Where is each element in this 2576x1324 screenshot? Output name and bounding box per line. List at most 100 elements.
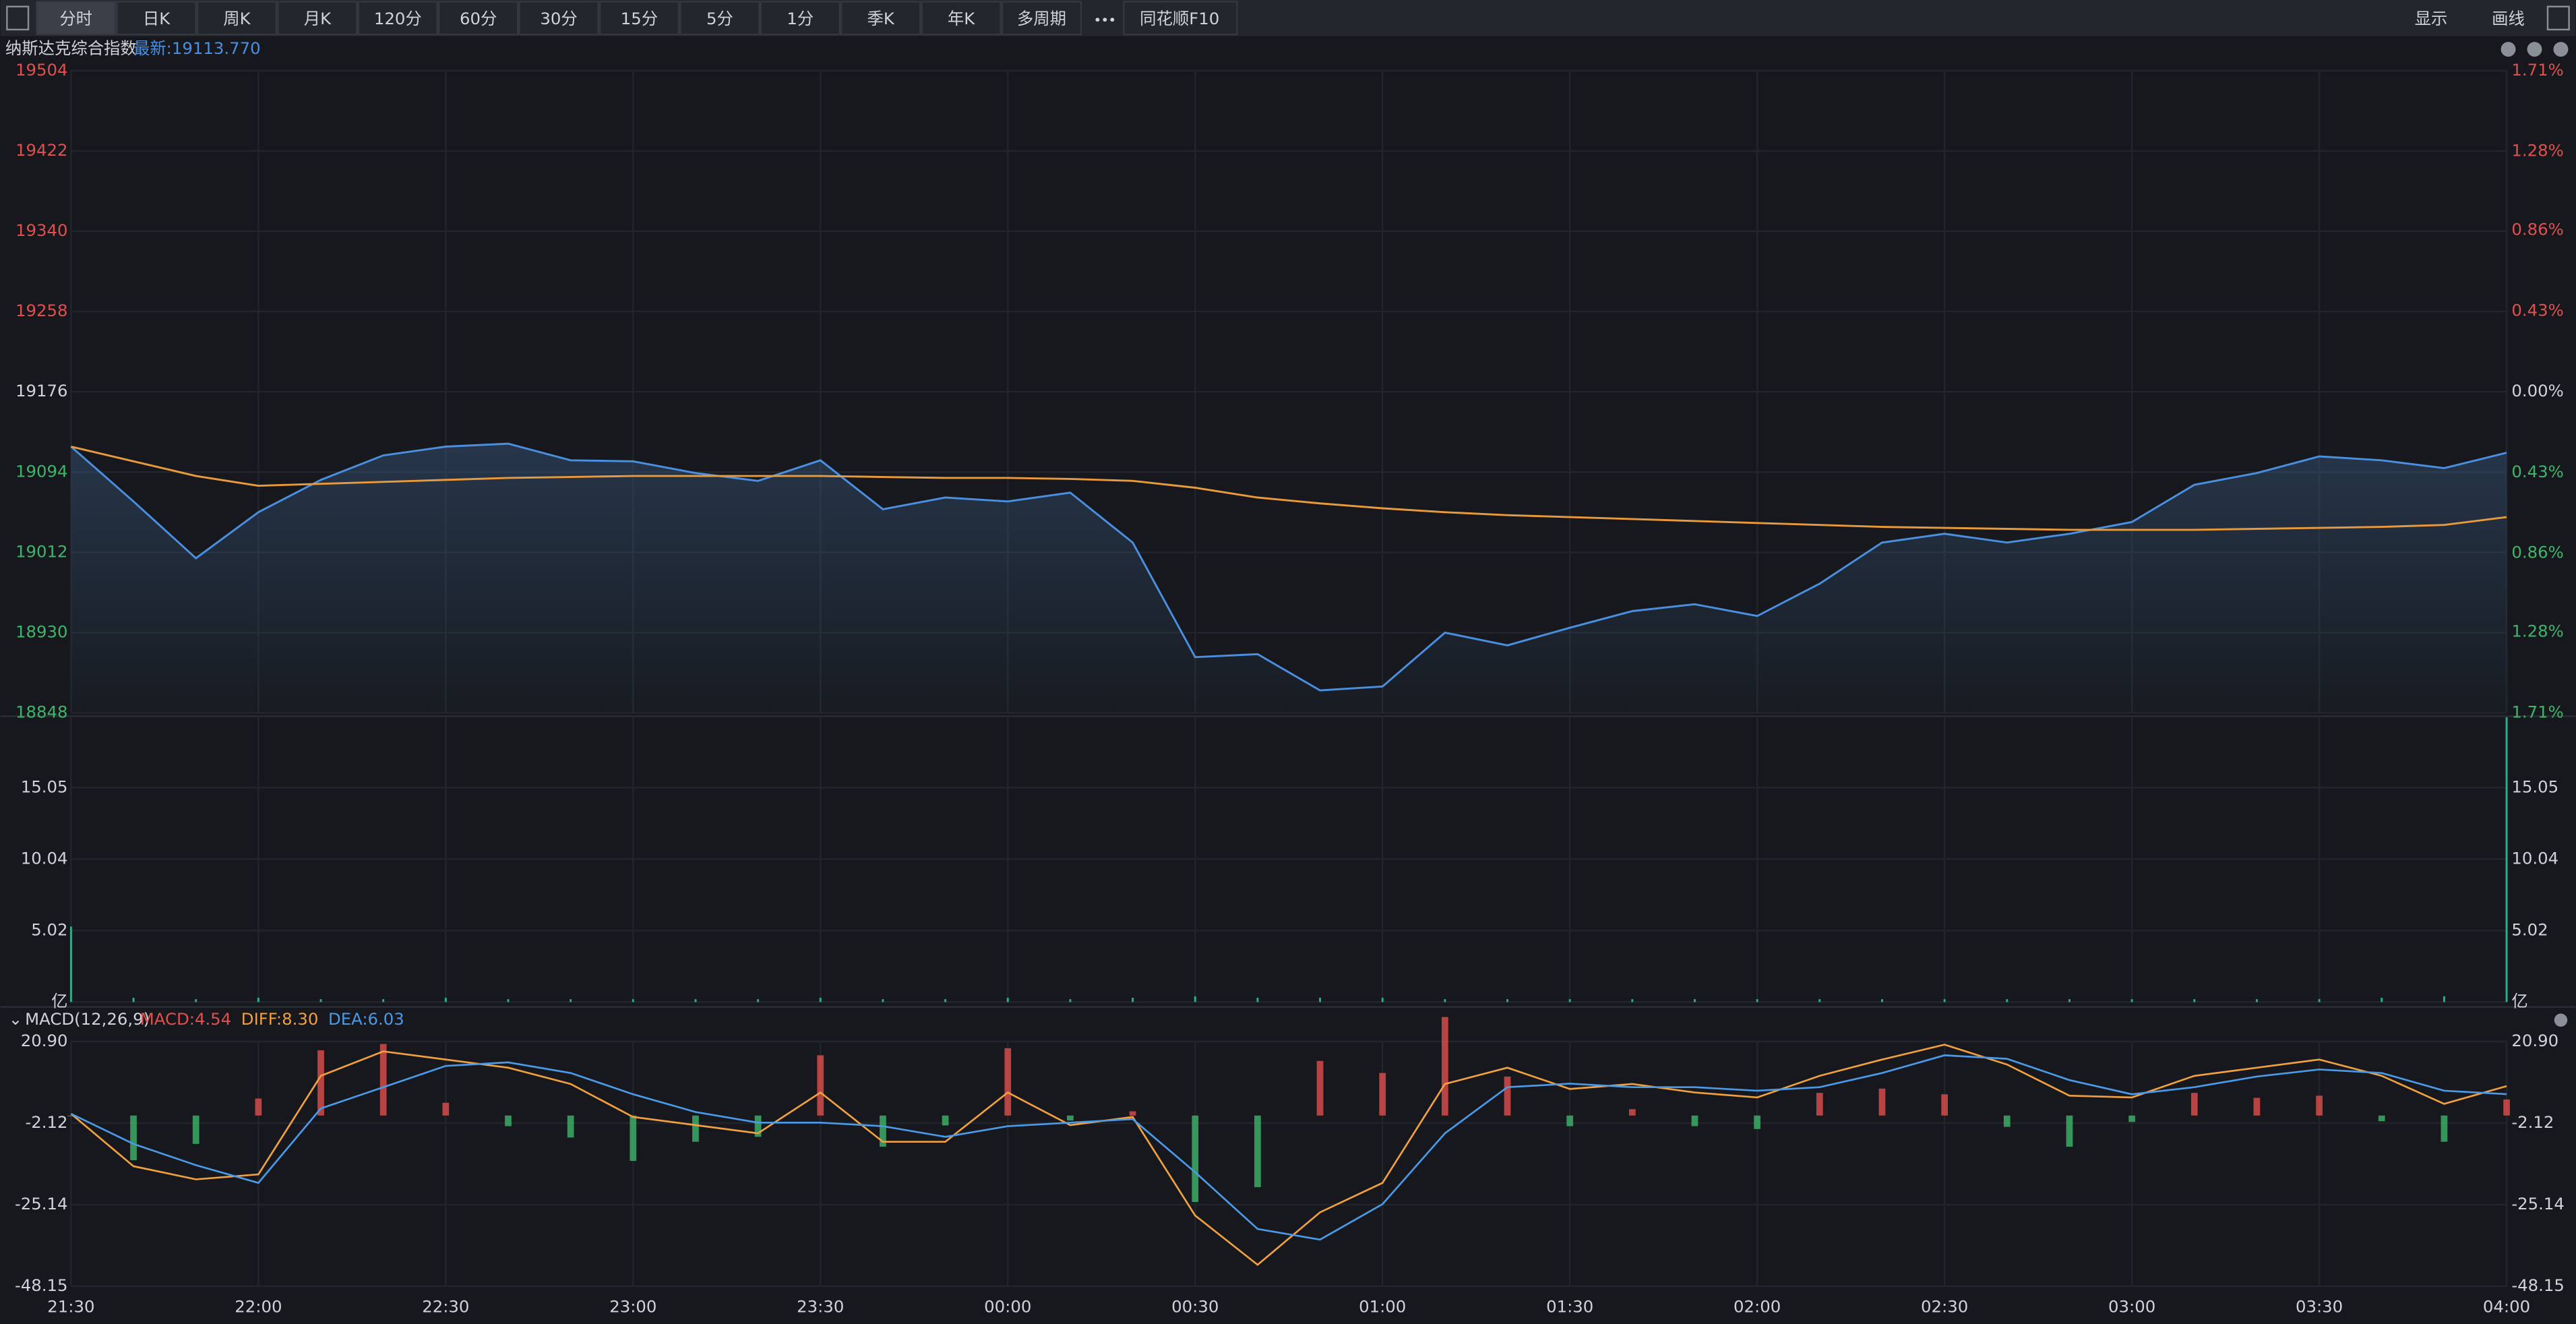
x-tick-label: 03:30 bbox=[2296, 1297, 2343, 1317]
legend-entry: MACD:4.54 bbox=[140, 1009, 231, 1029]
volume-bar bbox=[2381, 998, 2383, 1002]
indicator-title: MACD(12,26,9) bbox=[25, 1009, 150, 1029]
tab[interactable] bbox=[357, 1, 438, 36]
tab[interactable] bbox=[35, 1, 117, 36]
y-tick-label-right: 5.02 bbox=[2511, 920, 2548, 939]
volume-bar bbox=[819, 998, 822, 1002]
display-menu[interactable]: 显示 bbox=[2415, 9, 2448, 28]
macd-bar bbox=[1316, 1060, 1324, 1116]
volume-bar bbox=[2255, 999, 2258, 1002]
macd-bar bbox=[130, 1115, 137, 1161]
tab-label[interactable]: 15分 bbox=[621, 9, 658, 28]
y2-tick-label: 0.43% bbox=[2511, 462, 2563, 481]
y2-tick-label: 1.28% bbox=[2511, 622, 2563, 641]
volume-bar bbox=[1069, 999, 1072, 1002]
y-tick-label-right: 亿 bbox=[2511, 991, 2527, 1011]
tab[interactable] bbox=[1123, 1, 1238, 36]
y2-tick-label: 0.00% bbox=[2511, 381, 2563, 400]
macd-bar bbox=[1192, 1115, 1199, 1203]
macd-bar bbox=[942, 1115, 949, 1126]
tab[interactable] bbox=[277, 1, 358, 36]
tab-label[interactable]: 月K bbox=[304, 9, 332, 28]
x-tick-label: 22:30 bbox=[422, 1297, 469, 1317]
macd-bar bbox=[1379, 1073, 1386, 1116]
tab-label[interactable]: 季K bbox=[867, 9, 895, 28]
macd-bar bbox=[505, 1115, 512, 1126]
volume-bar bbox=[257, 998, 259, 1002]
macd-bar bbox=[1628, 1109, 1636, 1116]
tab-label[interactable]: 分时 bbox=[59, 9, 92, 28]
y2-tick-label: 1.71% bbox=[2511, 702, 2563, 722]
tab[interactable] bbox=[1001, 1, 1082, 36]
y-tick-label: 20.90 bbox=[21, 1031, 68, 1050]
tab-label[interactable]: 同花顺F10 bbox=[1140, 9, 1219, 28]
volume-bar bbox=[2068, 999, 2071, 1002]
macd-bar bbox=[1878, 1088, 1886, 1116]
zoom-controls[interactable] bbox=[2501, 42, 2569, 57]
x-tick-label: 01:30 bbox=[1546, 1297, 1593, 1317]
x-tick-label: 03:00 bbox=[2108, 1297, 2155, 1317]
macd-bar bbox=[379, 1044, 387, 1116]
x-tick-label: 22:00 bbox=[235, 1297, 282, 1317]
tab[interactable] bbox=[921, 1, 1002, 36]
tab-label[interactable]: 周K bbox=[223, 9, 251, 28]
macd-bar bbox=[567, 1115, 574, 1138]
volume-bar bbox=[1444, 999, 1446, 1002]
tab-label[interactable]: 30分 bbox=[540, 9, 577, 28]
macd-bar bbox=[880, 1115, 886, 1147]
x-tick-label: 23:00 bbox=[609, 1297, 656, 1317]
collapse-arrow[interactable]: ⌄ bbox=[9, 1009, 22, 1029]
volume-bar bbox=[1631, 999, 1634, 1002]
macd-bar bbox=[692, 1115, 699, 1142]
tab[interactable] bbox=[196, 1, 278, 36]
macd-bar bbox=[1129, 1111, 1136, 1116]
volume-bar bbox=[882, 999, 884, 1002]
macd-bar bbox=[1566, 1115, 1574, 1126]
tab-label[interactable]: 120分 bbox=[374, 9, 422, 28]
volume-bar bbox=[757, 999, 760, 1002]
tab[interactable] bbox=[116, 1, 197, 36]
drawing-menu[interactable]: 画线 bbox=[2492, 9, 2525, 28]
macd-bar bbox=[1941, 1094, 1949, 1116]
price-area bbox=[71, 444, 2507, 713]
tab[interactable] bbox=[840, 1, 921, 36]
tab[interactable] bbox=[599, 1, 680, 36]
volume-bar bbox=[1381, 998, 1384, 1002]
sidebar-toggle[interactable] bbox=[2546, 5, 2570, 31]
volume-bar bbox=[132, 998, 135, 1002]
macd-bar bbox=[2503, 1099, 2510, 1116]
x-tick-label: 02:00 bbox=[1734, 1297, 1781, 1317]
macd-bar bbox=[317, 1050, 324, 1116]
x-tick-label: 21:30 bbox=[47, 1297, 94, 1317]
more-button[interactable] bbox=[1095, 18, 1115, 22]
tab-label[interactable]: 多周期 bbox=[1017, 9, 1066, 28]
macd-bar bbox=[1067, 1115, 1074, 1121]
price-line bbox=[70, 442, 2507, 692]
y-tick-label: 19176 bbox=[16, 381, 67, 400]
volume-bar bbox=[319, 999, 322, 1002]
tab-label[interactable]: 日K bbox=[143, 9, 171, 28]
tab[interactable] bbox=[518, 1, 599, 36]
volume-bar bbox=[2006, 999, 2008, 1002]
average-line bbox=[71, 446, 2507, 531]
tab[interactable] bbox=[760, 1, 840, 36]
volume-bar bbox=[2505, 717, 2508, 1002]
tab-label[interactable]: 1分 bbox=[787, 9, 814, 28]
sidebar-toggle[interactable] bbox=[6, 5, 30, 31]
latest-price: 最新:19113.770 bbox=[133, 38, 261, 58]
y-tick-label: 19258 bbox=[16, 301, 67, 320]
volume-bar bbox=[1881, 999, 1883, 1002]
tab[interactable] bbox=[437, 1, 519, 36]
tab[interactable] bbox=[679, 1, 760, 36]
settings-icon[interactable] bbox=[2554, 1013, 2568, 1027]
macd-bar bbox=[2003, 1115, 2011, 1127]
tab-label[interactable]: 60分 bbox=[460, 9, 497, 28]
y-tick-label-right: -2.12 bbox=[2511, 1112, 2554, 1132]
tab-label[interactable]: 年K bbox=[948, 9, 975, 28]
y-tick-label: 19422 bbox=[16, 140, 67, 160]
x-tick-label: 00:00 bbox=[984, 1297, 1031, 1317]
volume-bar bbox=[1256, 998, 1259, 1002]
tab-label[interactable]: 5分 bbox=[706, 9, 733, 28]
macd-bar bbox=[2378, 1115, 2385, 1122]
